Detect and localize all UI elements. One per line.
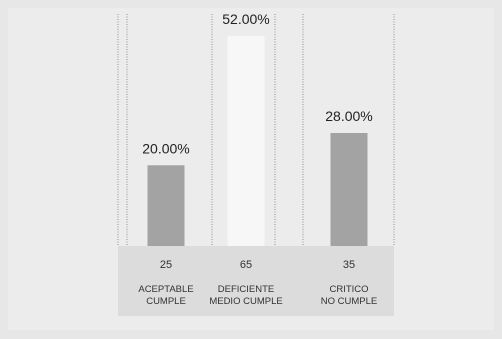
data-table-background <box>118 246 394 316</box>
bar-1 <box>147 165 185 246</box>
count-label-3: 35 <box>343 259 355 271</box>
count-label-2: 65 <box>240 259 252 271</box>
category-label-2-line-1: DEFICIENTE <box>218 284 274 295</box>
value-label-1: 20.00% <box>142 140 189 156</box>
value-label-2: 52.00% <box>222 11 269 27</box>
category-label-1-line-2: CUMPLE <box>146 296 186 307</box>
category-label-1-line-1: ACEPTABLE <box>138 284 193 295</box>
count-label-1: 25 <box>160 259 172 271</box>
data-labels: 20.00% 52.00% 28.00% <box>142 11 372 156</box>
bar-series <box>147 36 368 247</box>
value-label-3: 28.00% <box>325 108 372 124</box>
category-label-3-line-1: CRITICO <box>329 284 368 295</box>
category-label-2-line-2: MEDIO CUMPLE <box>209 296 282 307</box>
category-label-3-line-2: NO CUMPLE <box>321 296 377 307</box>
bar-2 <box>227 36 265 247</box>
category-dividers <box>117 14 395 246</box>
bar-3 <box>330 133 368 246</box>
